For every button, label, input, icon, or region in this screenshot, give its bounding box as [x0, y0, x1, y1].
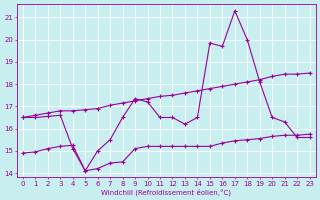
X-axis label: Windchill (Refroidissement éolien,°C): Windchill (Refroidissement éolien,°C): [101, 188, 231, 196]
